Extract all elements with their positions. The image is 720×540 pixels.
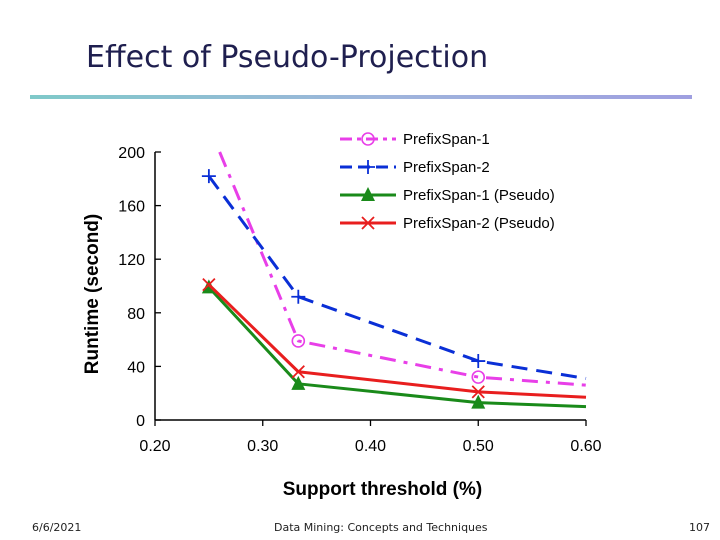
footer-course-title: Data Mining: Concepts and Techniques	[274, 521, 488, 534]
series-line-prefixspan-2	[207, 175, 587, 380]
legend-label: PrefixSpan-1 (Pseudo)	[403, 187, 555, 204]
data-point-marker	[201, 169, 216, 184]
footer-page-number: 107	[689, 521, 710, 534]
series-line-prefixspan-2-pseudo	[207, 283, 587, 399]
x-axis-label: Support threshold (%)	[283, 479, 482, 500]
legend-label: PrefixSpan-2	[403, 159, 490, 176]
footer-date: 6/6/2021	[32, 521, 82, 534]
slide-title: Effect of Pseudo-Projection	[86, 40, 489, 75]
data-point-marker	[291, 365, 305, 379]
legend-marker	[361, 216, 375, 230]
y-tick-label: 120	[118, 252, 145, 269]
data-point-marker	[291, 375, 306, 390]
x-tick-label: 0.60	[570, 438, 601, 455]
y-tick-label: 200	[118, 145, 145, 162]
x-tick-label: 0.30	[247, 438, 278, 455]
x-tick-label: 0.20	[139, 438, 170, 455]
legend-marker	[361, 132, 375, 146]
data-point-marker	[291, 289, 306, 304]
y-axis-label: Runtime (second)	[82, 214, 103, 374]
x-tick-label: 0.50	[463, 438, 494, 455]
series-line-prefixspan-1	[218, 151, 587, 387]
legend-label: PrefixSpan-1	[403, 131, 490, 148]
data-point-marker	[471, 394, 486, 409]
y-tick-label: 0	[136, 413, 145, 430]
y-tick-label: 40	[127, 359, 145, 376]
data-point-marker	[471, 354, 486, 369]
series-line-prefixspan-1-pseudo	[207, 286, 587, 409]
y-tick-label: 160	[118, 199, 145, 216]
x-tick-label: 0.40	[355, 438, 386, 455]
data-point-marker	[202, 278, 216, 292]
data-point-marker	[291, 334, 306, 348]
legend-label: PrefixSpan-2 (Pseudo)	[403, 215, 555, 232]
title-underline	[30, 95, 692, 99]
legend-marker	[361, 160, 375, 174]
legend-marker	[361, 187, 375, 201]
data-point-marker	[471, 370, 486, 384]
data-point-marker	[471, 385, 485, 399]
y-tick-label: 80	[127, 306, 145, 323]
